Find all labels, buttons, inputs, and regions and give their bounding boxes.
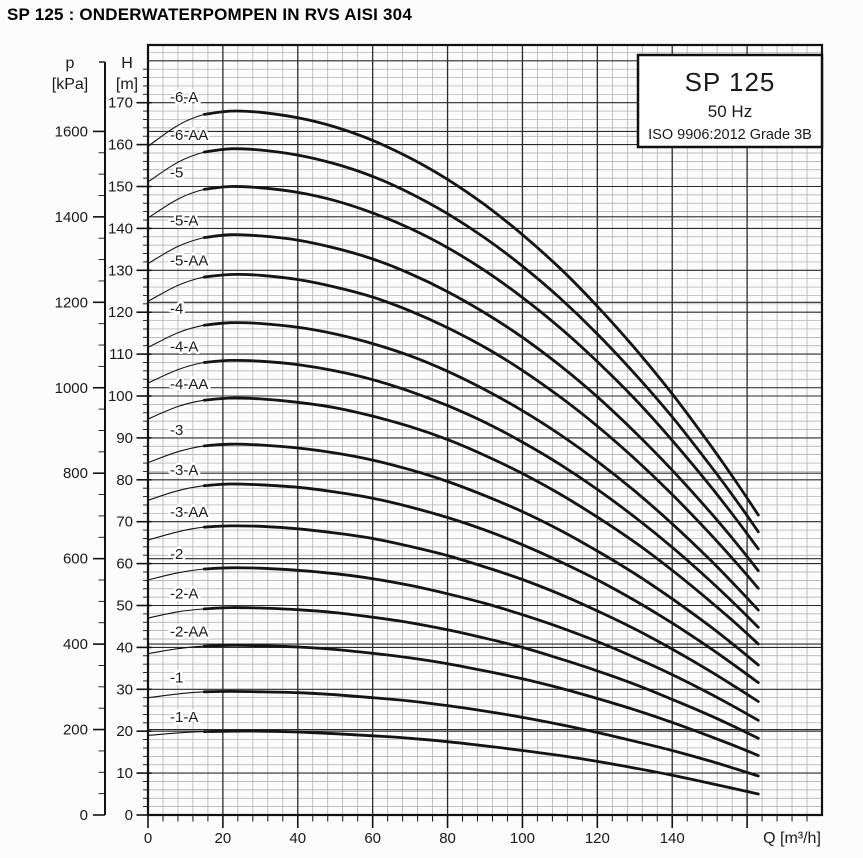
- pump-curve--2: [202, 566, 760, 722]
- head-tick-label: 110: [109, 346, 133, 363]
- flow-tick-label: 0: [144, 830, 152, 847]
- pressure-tick-label: 400: [63, 636, 88, 653]
- curve-label--1: -1: [170, 669, 183, 686]
- pressure-tick-label: 600: [63, 551, 88, 568]
- plot-area: 0200400600800100012001400160001020304050…: [55, 43, 824, 847]
- head-tick-label: 160: [108, 137, 133, 154]
- pump-curve--1: [202, 689, 760, 778]
- head-tick-label: 80: [116, 472, 133, 489]
- pump-curve--2-AA: [202, 643, 760, 757]
- info-box-model: SP 125: [685, 67, 776, 97]
- pressure-tick-label: 1000: [55, 380, 88, 397]
- pump-curve-thin--3-AA: [147, 525, 231, 541]
- pump-curve--3-AA: [202, 524, 760, 703]
- head-tick-label: 70: [116, 514, 133, 531]
- pump-curve-thin--3: [147, 443, 231, 464]
- page-title: SP 125 : ONDERWATERPOMPEN IN RVS AISI 30…: [7, 5, 412, 24]
- pressure-tick-label: 200: [63, 722, 88, 739]
- pump-curve--3-A: [202, 482, 760, 684]
- curve-label--2: -2: [170, 546, 183, 563]
- head-tick-label: 20: [116, 723, 133, 740]
- curve-label--4: -4: [170, 301, 183, 318]
- flow-tick-label: 120: [585, 830, 610, 847]
- head-tick-label: 90: [116, 430, 133, 447]
- curve-label--5: -5: [170, 165, 183, 182]
- pressure-axis-unit: [kPa]: [52, 76, 88, 93]
- info-box: SP 125 50 Hz ISO 9906:2012 Grade 3B: [636, 53, 824, 149]
- pressure-tick-label: 1600: [55, 123, 88, 140]
- curve-label--6-A: -6-A: [170, 89, 198, 106]
- pump-curve--5-A: [202, 233, 760, 573]
- head-tick-label: 60: [116, 556, 133, 573]
- pump-curve--4: [202, 321, 760, 612]
- head-axis-unit: [m]: [116, 76, 138, 93]
- axis-titles: p [kPa] H [m] Q [m³/h]: [52, 55, 821, 847]
- pressure-tick-label: 1400: [55, 209, 88, 226]
- curve-label--5-A: -5-A: [170, 213, 198, 230]
- head-tick-label: 40: [116, 639, 133, 656]
- head-axis-title: H: [121, 55, 133, 72]
- pump-curve--2-A: [202, 606, 760, 740]
- curve-label--2-A: -2-A: [170, 586, 198, 603]
- head-tick-label: 30: [116, 681, 133, 698]
- head-tick-label: 130: [108, 262, 133, 279]
- pump-curve--5: [202, 185, 760, 551]
- head-tick-label: 140: [108, 220, 133, 237]
- curve-label--3-AA: -3-AA: [170, 504, 208, 521]
- pump-curve-thin--6-AA: [147, 148, 231, 183]
- curve-label--3: -3: [170, 422, 183, 439]
- flow-tick-label: 20: [215, 830, 232, 847]
- flow-axis-title: Q [m³/h]: [763, 830, 821, 847]
- head-tick-label: 10: [116, 765, 133, 782]
- flow-tick-label: 80: [439, 830, 456, 847]
- head-tick-label: 150: [108, 179, 133, 196]
- curve-label--6-AA: -6-AA: [170, 127, 208, 144]
- pump-curve--6-AA: [202, 147, 760, 534]
- curve-label--4-AA: -4-AA: [170, 376, 208, 393]
- info-box-frame: [636, 53, 824, 149]
- curve-label--2-AA: -2-AA: [170, 623, 208, 640]
- pump-curve-thin--4-AA: [147, 397, 231, 420]
- pump-curve-thin--3-A: [147, 483, 231, 501]
- info-box-frequency: 50 Hz: [708, 102, 752, 121]
- curve-label--3-A: -3-A: [170, 462, 198, 479]
- curve-label--4-A: -4-A: [170, 338, 198, 355]
- flow-tick-label: 60: [364, 830, 381, 847]
- pressure-axis-title: p: [66, 55, 75, 72]
- pump-curve--4-AA: [202, 396, 760, 646]
- pressure-tick-label: 0: [80, 807, 88, 824]
- head-tick-label: 170: [108, 95, 133, 112]
- info-box-standard: ISO 9906:2012 Grade 3B: [648, 127, 812, 143]
- pump-curve--3: [202, 442, 760, 667]
- flow-tick-label: 40: [289, 830, 306, 847]
- flow-tick-label: 100: [510, 830, 535, 847]
- flow-tick-label: 140: [660, 830, 685, 847]
- curve-label--5-AA: -5-AA: [170, 252, 208, 269]
- curve-label--1-A: -1-A: [170, 709, 198, 726]
- head-tick-label: 0: [125, 807, 133, 824]
- chart-border: [146, 43, 824, 817]
- pump-curve--5-AA: [202, 272, 760, 590]
- pump-curve--6-A: [202, 109, 760, 517]
- pressure-tick-label: 800: [63, 465, 88, 482]
- head-tick-label: 50: [116, 598, 133, 615]
- pressure-tick-label: 1200: [55, 294, 88, 311]
- head-tick-label: 100: [108, 388, 133, 405]
- pump-curve--4-A: [202, 358, 760, 629]
- head-tick-label: 120: [108, 304, 133, 321]
- pump-curve--1-A: [202, 729, 760, 796]
